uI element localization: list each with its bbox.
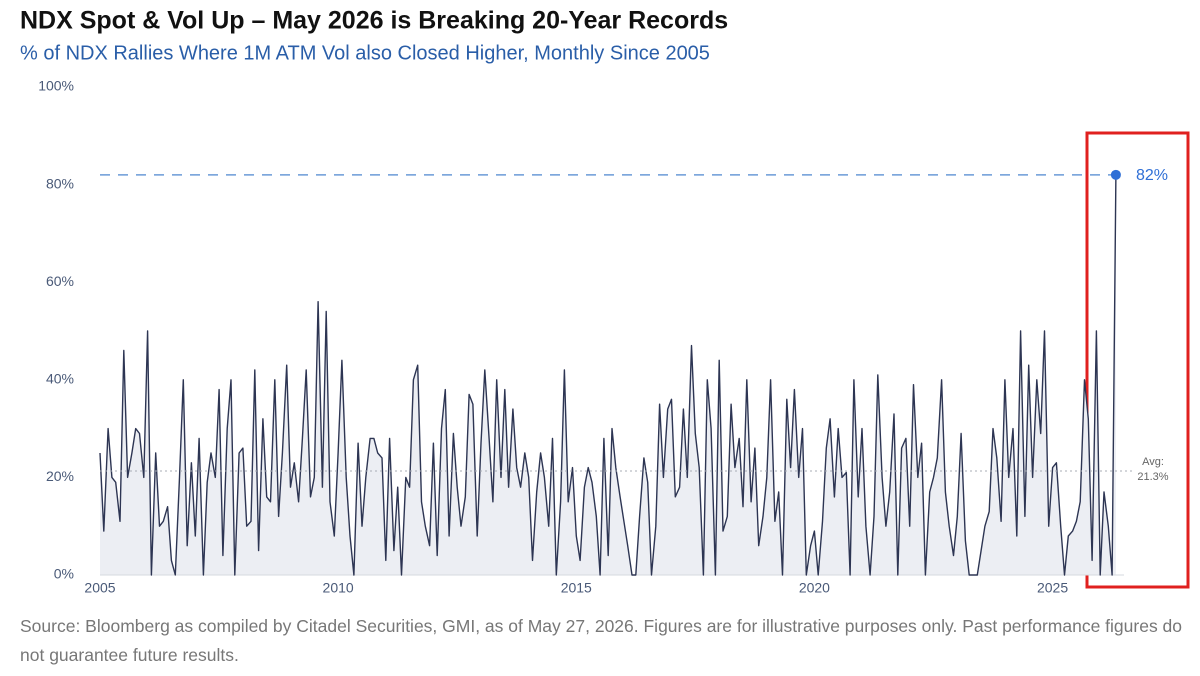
- chart: NDX Spot & Vol Up – May 2026 is Breaking…: [20, 7, 1190, 596]
- y-tick-label: 0%: [54, 566, 74, 582]
- average-value-label: 21.3%: [1137, 471, 1168, 483]
- x-tick-label: 2015: [561, 580, 592, 596]
- x-tick-label: 2010: [323, 580, 354, 596]
- y-tick-label: 80%: [46, 175, 74, 191]
- highlight-label: 82%: [1136, 167, 1168, 184]
- highlight-dot: [1110, 169, 1121, 180]
- x-tick-label: 2025: [1037, 580, 1068, 596]
- y-tick-label: 40%: [46, 371, 74, 387]
- highlight-box: [1085, 131, 1190, 589]
- x-tick-label: 2005: [84, 580, 115, 596]
- y-tick-label: 60%: [46, 273, 74, 289]
- source-note: Source: Bloomberg as compiled by Citadel…: [20, 616, 1183, 665]
- chart-subtitle: % of NDX Rallies Where 1M ATM Vol also C…: [20, 42, 710, 64]
- x-tick-label: 2020: [799, 580, 830, 596]
- y-tick-label: 100%: [38, 78, 74, 94]
- y-tick-label: 20%: [46, 468, 74, 484]
- area-fill: [100, 174, 1116, 576]
- series-line: [99, 174, 1117, 576]
- chart-title: NDX Spot & Vol Up – May 2026 is Breaking…: [20, 7, 728, 35]
- average-label: Avg:: [1142, 456, 1164, 468]
